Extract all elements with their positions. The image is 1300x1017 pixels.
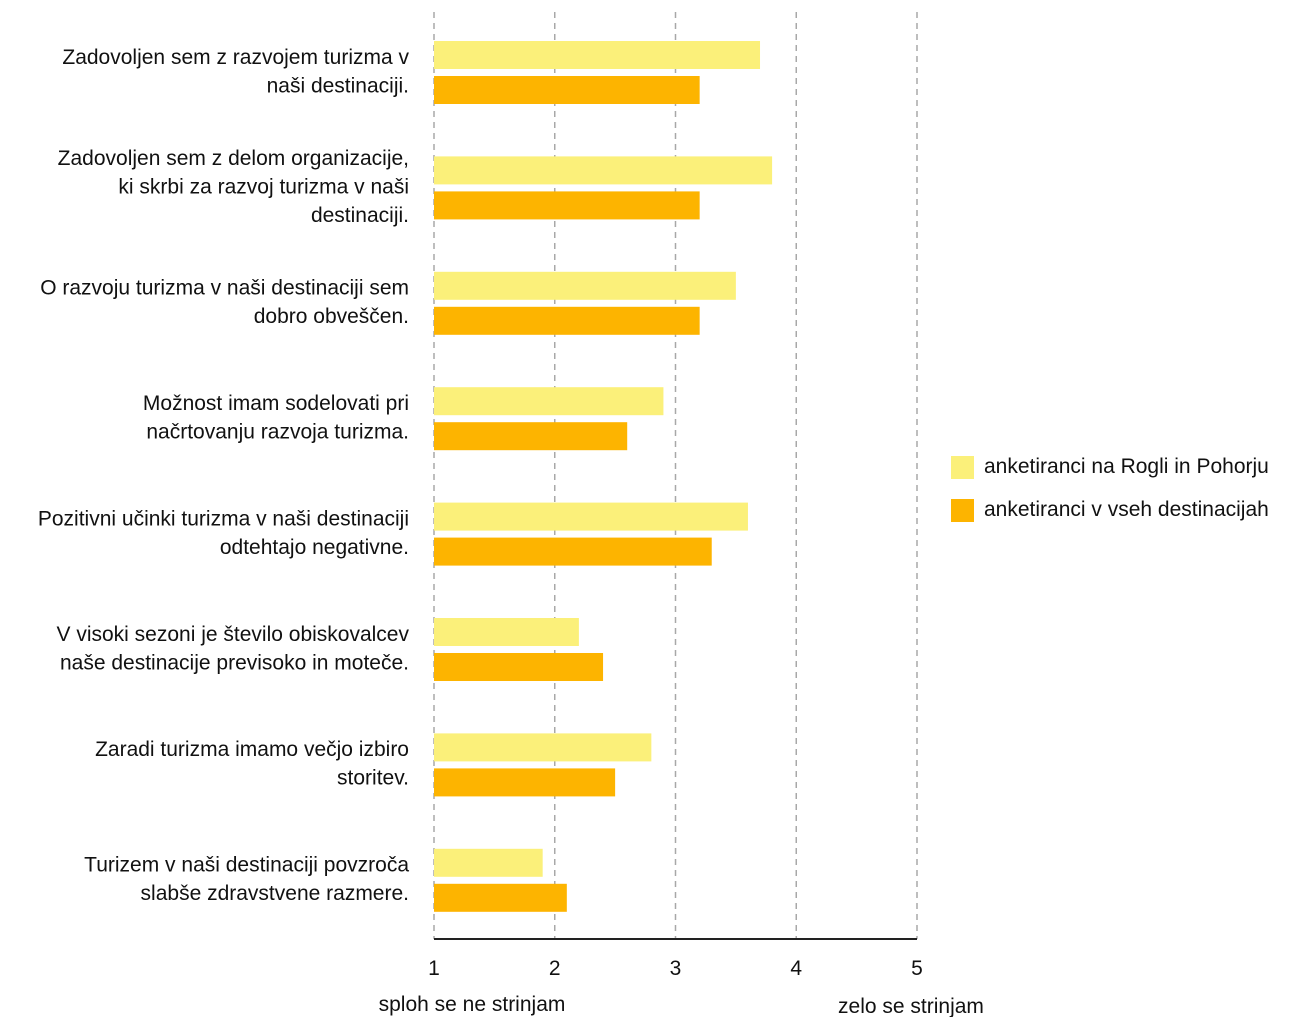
x-axis: 1 2 3 4 5 sploh se ne strinjam zelo se strinja… bbox=[379, 938, 984, 1017]
bar-all-destinations-1 bbox=[434, 76, 700, 104]
bar-all-destinations-6 bbox=[434, 653, 604, 681]
category-label-line: O razvoju turizma v naši destinaciji sem bbox=[40, 277, 409, 300]
category-label-line: odtehtajo negativne. bbox=[220, 536, 409, 559]
x-axis-min-label: sploh se ne strinjam bbox=[379, 993, 566, 1016]
category-label-7: Zaradi turizma imamo večjo izbiro storite… bbox=[95, 738, 409, 790]
bar-rogla-pohorje-7 bbox=[434, 733, 652, 762]
category-label-8: Turizem v naši destinaciji povzroča slabš… bbox=[84, 854, 409, 906]
x-tick-label-5: 5 bbox=[911, 957, 923, 980]
category-label-line: Pozitivni učinki turizma v naši destinac… bbox=[38, 507, 409, 530]
bar-all-destinations-8 bbox=[434, 883, 567, 912]
bar-all-destinations-4 bbox=[434, 422, 628, 451]
bar-rogla-pohorje-2 bbox=[434, 156, 773, 185]
bars bbox=[434, 41, 773, 912]
x-tick-label-4: 4 bbox=[790, 957, 802, 980]
bar-all-destinations-3 bbox=[434, 306, 700, 335]
category-label-line: V visoki sezoni je število obiskovalcev bbox=[57, 623, 410, 646]
category-label-line: Zadovoljen sem z razvojem turizma v bbox=[62, 46, 409, 69]
category-label-line: Možnost imam sodelovati pri bbox=[143, 392, 409, 415]
category-label-5: Pozitivni učinki turizma v naši destinac… bbox=[38, 507, 409, 559]
category-label-6: V visoki sezoni je število obiskovalcev n… bbox=[57, 623, 410, 675]
x-tick-label-3: 3 bbox=[670, 957, 682, 980]
category-label-line: storitev. bbox=[337, 767, 409, 790]
category-labels: Zadovoljen sem z razvojem turizma v naši … bbox=[38, 46, 410, 905]
category-label-line: ki skrbi za razvoj turizma v naši bbox=[118, 175, 409, 198]
legend-swatch-all-destinations bbox=[951, 499, 974, 522]
legend-swatch-rogla-pohorje bbox=[951, 456, 974, 479]
category-label-line: naše destinacije previsoko in moteče. bbox=[60, 651, 409, 674]
category-label-line: slabše zdravstvene razmere. bbox=[141, 882, 409, 905]
x-tick-label-1: 1 bbox=[428, 957, 440, 980]
legend: anketiranci na Rogli in Pohorju anketiran… bbox=[951, 455, 1269, 522]
category-label-line: destinaciji. bbox=[311, 204, 409, 227]
category-label-line: Zadovoljen sem z delom organizacije, bbox=[58, 147, 409, 170]
bar-rogla-pohorje-6 bbox=[434, 618, 579, 646]
legend-label-rogla-pohorje: anketiranci na Rogli in Pohorju bbox=[984, 455, 1269, 478]
category-label-line: načrtovanju razvoja turizma. bbox=[146, 420, 409, 443]
category-label-line: Turizem v naši destinaciji povzroča bbox=[84, 854, 409, 877]
category-label-2: Zadovoljen sem z delom organizacije, ki s… bbox=[58, 147, 409, 227]
bar-all-destinations-5 bbox=[434, 537, 712, 566]
category-label-line: Zaradi turizma imamo večjo izbiro bbox=[95, 738, 409, 761]
category-label-4: Možnost imam sodelovati pri načrtovanju r… bbox=[143, 392, 409, 444]
bar-rogla-pohorje-8 bbox=[434, 848, 543, 877]
bar-rogla-pohorje-4 bbox=[434, 387, 664, 416]
category-label-1: Zadovoljen sem z razvojem turizma v naši … bbox=[62, 46, 409, 98]
category-label-line: dobro obveščen. bbox=[254, 305, 409, 328]
category-label-line: naši destinaciji. bbox=[267, 74, 409, 97]
bar-all-destinations-7 bbox=[434, 768, 616, 797]
bar-rogla-pohorje-1 bbox=[434, 41, 761, 69]
bar-all-destinations-2 bbox=[434, 191, 700, 220]
legend-label-all-destinations: anketiranci v vseh destinacijah bbox=[984, 498, 1269, 521]
category-label-3: O razvoju turizma v naši destinaciji sem… bbox=[40, 277, 409, 329]
bar-rogla-pohorje-5 bbox=[434, 502, 748, 531]
x-axis-max-label: zelo se strinjam bbox=[838, 995, 984, 1017]
x-tick-label-2: 2 bbox=[549, 957, 561, 980]
grid-lines bbox=[433, 12, 918, 939]
bar-rogla-pohorje-3 bbox=[434, 271, 736, 300]
